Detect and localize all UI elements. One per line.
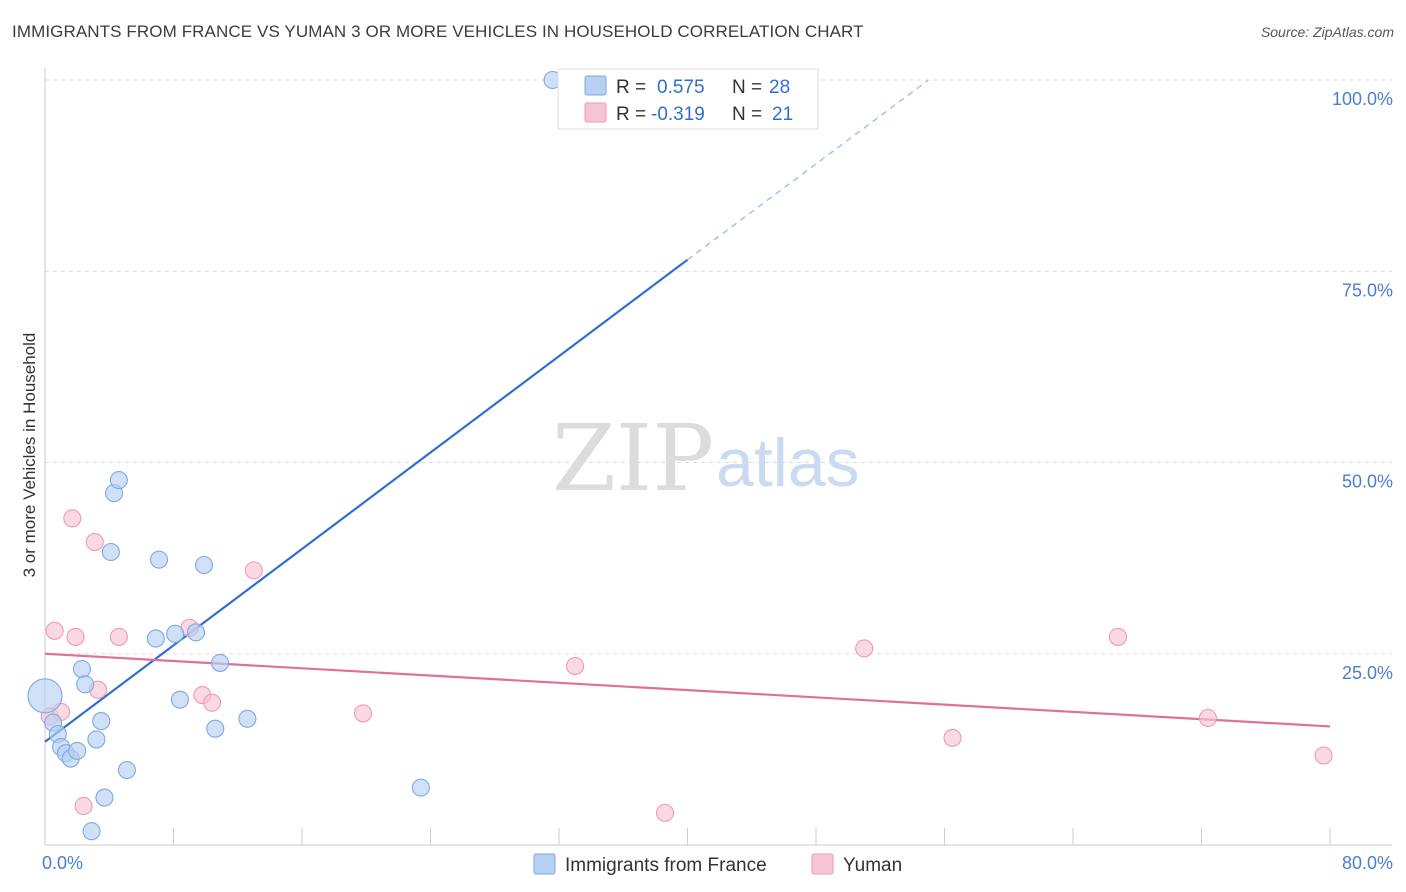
point-yuman-19 [1198, 708, 1217, 728]
point-france-15 [95, 788, 114, 807]
point-france-20 [170, 690, 189, 709]
point-yuman-8 [109, 627, 128, 646]
point-yuman-5 [74, 796, 93, 816]
point-france-18 [149, 550, 169, 569]
series-legend: Immigrants from France Yuman [533, 853, 902, 876]
point-france-26 [411, 778, 430, 797]
point-yuman-6 [85, 533, 104, 552]
correlation-legend: R = 0.575 N = 28 R = -0.319 N = 21 [557, 68, 819, 130]
legend-n-label-2: N = [732, 104, 762, 125]
point-france-6 [68, 741, 87, 760]
legend-r-value-1: 0.575 [657, 77, 705, 98]
trend-line-yuman [44, 652, 1331, 728]
legend-r-label-2: R = [616, 104, 646, 125]
point-france-7 [72, 659, 91, 679]
bottom-legend-swatch-blue [533, 853, 556, 875]
x-tick-label-max: 80.0% [1342, 853, 1393, 873]
chart-title: IMMIGRANTS FROM FRANCE VS YUMAN 3 OR MOR… [12, 22, 864, 41]
point-france-14 [117, 760, 136, 780]
legend-n-label-1: N = [732, 77, 762, 98]
point-france-8 [76, 675, 95, 694]
source-label: Source: ZipAtlas.com [1260, 24, 1394, 40]
point-yuman-13 [353, 704, 373, 723]
legend-n-value-2: 21 [772, 104, 793, 125]
legend-swatch-blue [584, 75, 607, 96]
watermark-atlas: atlas [716, 425, 860, 501]
point-france-19 [166, 624, 185, 643]
point-yuman-12 [244, 561, 263, 580]
point-yuman-3 [63, 509, 82, 528]
data-points [27, 70, 1333, 841]
bottom-legend-swatch-pink [811, 853, 834, 875]
point-france-23 [206, 719, 225, 738]
point-france-25 [238, 709, 257, 728]
y-tick-label-3: 25.0% [1342, 663, 1393, 683]
point-france-21 [186, 623, 206, 642]
tick-labels: 100.0% 75.0% 50.0% 25.0% 0.0% 80.0% [42, 89, 1393, 873]
legend-n-value-1: 28 [769, 77, 790, 98]
y-tick-label-0: 100.0% [1332, 89, 1393, 109]
point-yuman-1 [45, 621, 64, 640]
x-tick-label-min: 0.0% [42, 853, 83, 873]
point-yuman-20 [1314, 746, 1333, 765]
point-france-17 [146, 629, 165, 648]
y-tick-label-2: 50.0% [1342, 472, 1393, 492]
point-yuman-4 [66, 627, 85, 646]
legend-r-label-1: R = [616, 77, 646, 98]
point-france-9 [87, 730, 106, 749]
bottom-legend-label-france: Immigrants from France [565, 855, 767, 876]
watermark-zip: ZIP [552, 405, 714, 512]
point-yuman-15 [655, 803, 675, 822]
point-france-0 [27, 678, 63, 714]
point-yuman-11 [203, 693, 222, 712]
legend-r-value-2: -0.319 [651, 104, 705, 125]
point-france-10 [92, 712, 111, 731]
trend-lines [44, 79, 1331, 743]
trend-line-france [44, 258, 689, 743]
point-france-11 [101, 542, 120, 562]
y-axis-label: 3 or more Vehicles in Household [20, 333, 39, 578]
point-yuman-14 [566, 656, 585, 676]
point-france-16 [82, 822, 101, 841]
point-yuman-17 [943, 728, 962, 747]
point-france-24 [211, 653, 230, 672]
point-yuman-16 [855, 639, 874, 658]
legend-swatch-pink [584, 102, 607, 123]
point-yuman-18 [1108, 627, 1128, 646]
bottom-legend-label-yuman: Yuman [843, 855, 902, 876]
point-france-22 [194, 555, 214, 575]
y-tick-label-1: 75.0% [1342, 280, 1393, 300]
point-france-13 [109, 471, 128, 490]
